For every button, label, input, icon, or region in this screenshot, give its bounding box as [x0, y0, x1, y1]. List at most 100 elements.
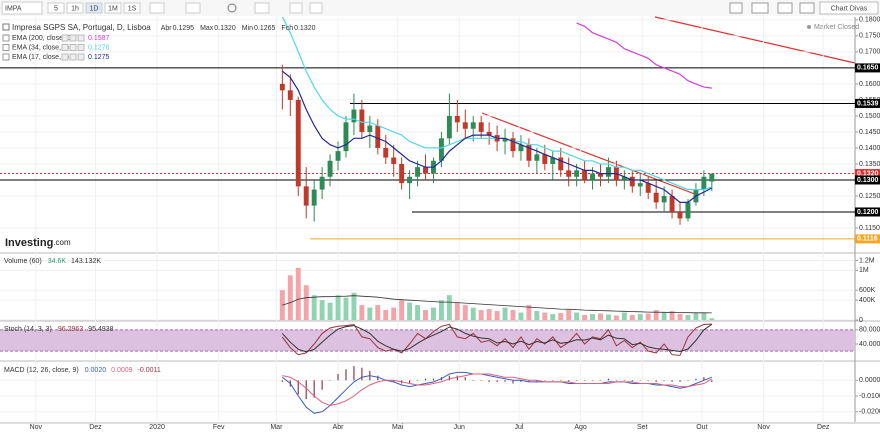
volume-bar	[462, 305, 468, 320]
candle-body	[319, 176, 325, 190]
candle-body	[582, 170, 588, 180]
legend-name: EMA (17, close, 0)	[12, 54, 69, 61]
candle-body	[550, 157, 556, 164]
volume-bar	[582, 315, 588, 320]
macd-histogram	[711, 380, 713, 383]
candle-body	[478, 122, 484, 132]
candle-body	[566, 170, 572, 177]
macd-histogram	[297, 380, 299, 395]
macd-histogram	[615, 380, 617, 381]
indicator-line	[281, 70, 713, 203]
volume-bar	[367, 307, 373, 320]
settings-button[interactable]	[227, 3, 237, 13]
volume-bar	[526, 305, 532, 320]
symbol: IMPA	[5, 5, 22, 12]
macd-histogram	[591, 380, 594, 381]
volume-bar	[637, 314, 643, 320]
undo-button[interactable]	[289, 2, 303, 14]
chart-button[interactable]	[819, 1, 879, 15]
interval-button[interactable]	[104, 2, 122, 14]
x-tick-label: Ago	[574, 424, 587, 431]
candle-body	[709, 173, 715, 182]
candle-body	[383, 147, 389, 158]
layout-button[interactable]	[751, 2, 769, 14]
candle-body	[303, 186, 309, 206]
legend-tool	[77, 34, 85, 42]
candle-body	[605, 167, 611, 177]
candle-body	[287, 90, 293, 100]
macd-histogram	[416, 380, 419, 381]
candle-body	[653, 192, 659, 203]
ohlc-value: 0.1320	[214, 25, 236, 32]
candle-body	[701, 176, 707, 190]
draw-button[interactable]	[254, 2, 270, 14]
level-box	[855, 63, 880, 73]
legend-tool	[69, 44, 77, 51]
macd-histogram	[361, 367, 363, 381]
legend-icon	[2, 44, 10, 51]
interval-button[interactable]	[47, 2, 65, 14]
symbol-box[interactable]	[1, 1, 43, 15]
volume-bar	[303, 285, 309, 320]
y-tick-label: 0.1700	[859, 49, 880, 56]
legend-tool	[69, 34, 77, 42]
legend-tool	[77, 53, 85, 61]
volume-bar	[590, 314, 596, 320]
macd-histogram	[448, 375, 450, 381]
interval-button[interactable]	[66, 2, 84, 14]
macd-histogram	[599, 380, 602, 381]
x-tick-label: Set	[637, 424, 648, 431]
y-tick-label: 80.0000	[859, 327, 880, 334]
interval-label: 1h	[71, 5, 79, 12]
volume-bar	[383, 310, 389, 320]
macd-histogram	[353, 366, 355, 381]
volume-bar	[470, 307, 476, 320]
x-tick-label: Jul	[514, 424, 523, 431]
cloud-button[interactable]	[777, 2, 793, 14]
macd-histogram	[687, 380, 689, 381]
legend-value: 96.2963	[58, 326, 83, 333]
level-label: 0.1200	[857, 209, 879, 216]
x-tick-label: Nov	[30, 424, 43, 431]
interval-button[interactable]	[85, 2, 103, 14]
candle-body	[645, 183, 651, 193]
volume-bar	[486, 309, 492, 320]
macd-histogram	[504, 380, 506, 382]
y-tick-label: 600K	[859, 287, 876, 294]
volume-bar	[415, 305, 421, 320]
level-label: 0.1320	[857, 170, 879, 177]
candle-body	[438, 138, 444, 161]
macd-histogram	[480, 380, 482, 381]
legend-tool	[77, 44, 85, 51]
market-status: Market Closed	[814, 24, 859, 31]
volume-bar	[661, 312, 667, 320]
camera-button[interactable]	[729, 2, 743, 14]
volume-bar	[558, 313, 564, 320]
candle-body	[415, 167, 421, 177]
candle-body	[359, 109, 365, 132]
y-tick-label: 0	[859, 317, 863, 324]
ohlc-value: 0.1265	[254, 25, 276, 32]
y-tick-label: 0.0000	[859, 377, 880, 384]
ohlc-value: 0.1320	[294, 25, 316, 32]
redo-button[interactable]	[309, 2, 323, 14]
interval-label: 1S	[128, 5, 137, 12]
volume-bar	[351, 292, 357, 320]
legend-value: -0.0011	[138, 367, 161, 374]
chart-type-button[interactable]	[149, 2, 165, 14]
macd-histogram	[329, 380, 331, 381]
level-box	[855, 207, 880, 217]
interval-button[interactable]	[123, 2, 141, 14]
macd-histogram	[695, 378, 697, 381]
y-tick-label: 1M	[859, 267, 869, 274]
candle-body	[311, 189, 317, 206]
candle-body	[295, 99, 301, 187]
candle-body	[590, 173, 596, 180]
macd-histogram	[663, 380, 665, 381]
macd-histogram	[623, 380, 625, 381]
cloud-save-button[interactable]	[799, 2, 815, 14]
x-tick-label: Jun	[454, 424, 465, 431]
level-box	[855, 169, 880, 179]
indicator-button[interactable]	[185, 2, 201, 14]
